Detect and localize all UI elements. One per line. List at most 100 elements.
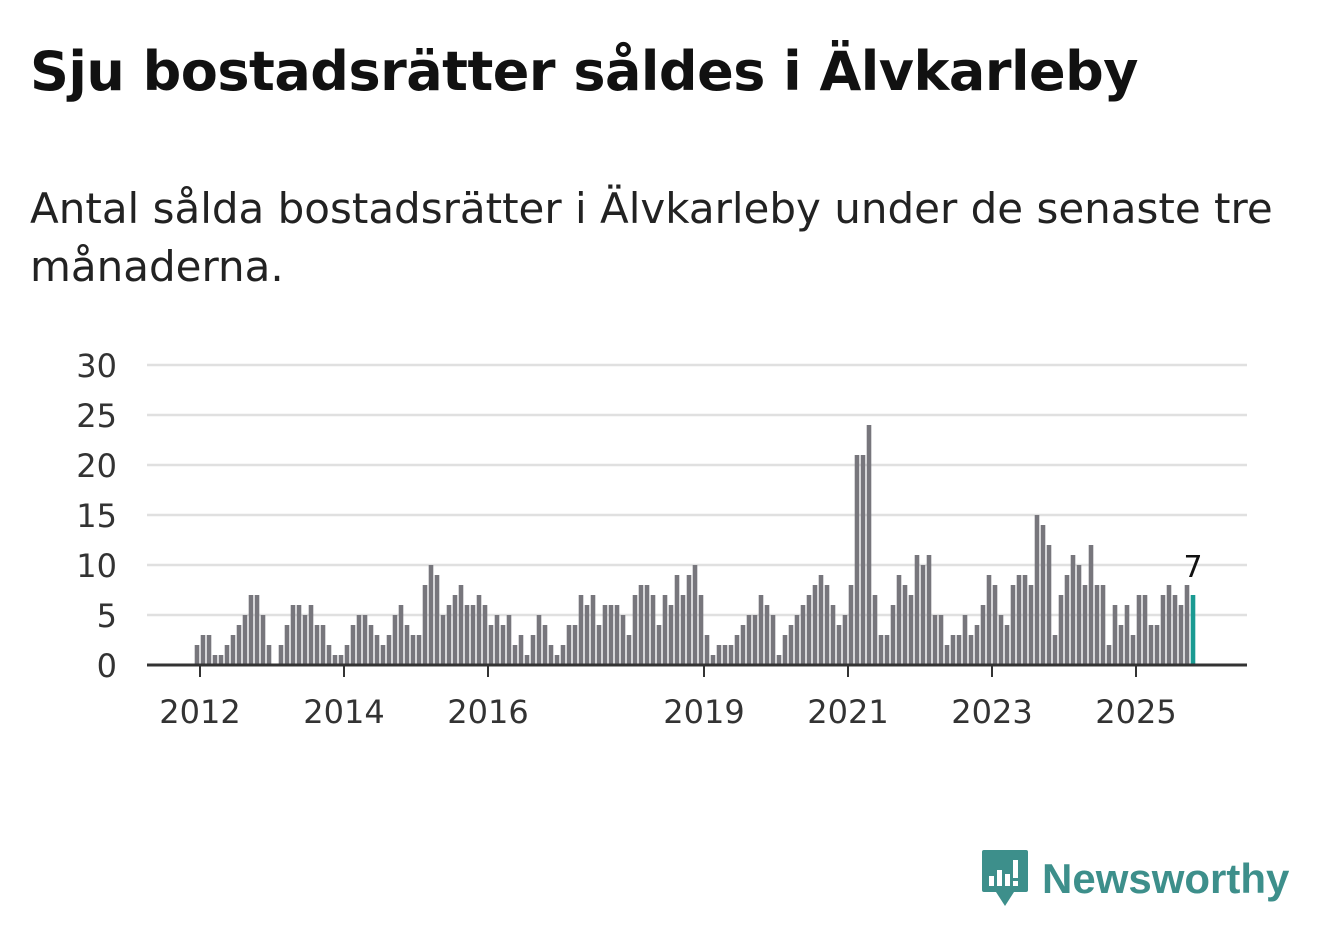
bar <box>212 655 218 665</box>
bar <box>854 455 860 665</box>
bar <box>674 575 680 665</box>
bar <box>1082 585 1088 665</box>
bar <box>944 645 950 665</box>
bar <box>608 605 614 665</box>
bar <box>794 615 800 665</box>
bar <box>488 625 494 665</box>
bar <box>950 635 956 665</box>
bar <box>806 595 812 665</box>
bar <box>998 615 1004 665</box>
bar <box>278 645 284 665</box>
bar <box>650 595 656 665</box>
bar <box>230 635 236 665</box>
bar <box>686 575 692 665</box>
bar <box>428 565 434 665</box>
bar <box>500 625 506 665</box>
bar <box>1112 605 1118 665</box>
bar <box>464 605 470 665</box>
bar <box>536 615 542 665</box>
bar <box>470 605 476 665</box>
bar <box>344 645 350 665</box>
y-tick-label: 20 <box>76 447 117 485</box>
bar <box>824 585 830 665</box>
bar <box>1130 635 1136 665</box>
bar <box>716 645 722 665</box>
bar <box>896 575 902 665</box>
bar <box>1064 575 1070 665</box>
bar <box>1040 525 1046 665</box>
bar <box>920 565 926 665</box>
bar <box>242 615 248 665</box>
bar <box>308 605 314 665</box>
bar <box>566 625 572 665</box>
bar <box>542 625 548 665</box>
bar <box>452 595 458 665</box>
chart-title: Sju bostadsrätter såldes i Älvkarleby <box>30 40 1138 103</box>
bar <box>752 615 758 665</box>
bar <box>974 625 980 665</box>
newsworthy-logo-icon <box>982 850 1028 906</box>
bar <box>386 635 392 665</box>
bar <box>302 615 308 665</box>
bar <box>872 595 878 665</box>
bar <box>494 615 500 665</box>
bar <box>980 605 986 665</box>
bar <box>1058 595 1064 665</box>
y-tick-label: 5 <box>97 597 117 635</box>
bar <box>416 635 422 665</box>
bar <box>800 605 806 665</box>
x-tick-label: 2016 <box>447 693 528 731</box>
bar <box>476 595 482 665</box>
bar <box>368 625 374 665</box>
bar <box>236 625 242 665</box>
bar <box>446 605 452 665</box>
brand-name: Newsworthy <box>1042 855 1290 902</box>
x-tick-label: 2019 <box>663 693 744 731</box>
bar <box>830 605 836 665</box>
bar <box>836 625 842 665</box>
bar <box>1142 595 1148 665</box>
bar <box>638 585 644 665</box>
bar <box>1178 605 1184 665</box>
bar <box>290 605 296 665</box>
x-tick-label: 2023 <box>951 693 1032 731</box>
bar <box>680 595 686 665</box>
bar <box>422 585 428 665</box>
bar <box>614 605 620 665</box>
bar <box>1034 515 1040 665</box>
bar <box>584 605 590 665</box>
bar <box>314 625 320 665</box>
bar <box>926 555 932 665</box>
bar <box>524 655 530 665</box>
bar <box>992 585 998 665</box>
y-tick-label: 0 <box>97 647 117 685</box>
bar <box>1088 545 1094 665</box>
bar <box>818 575 824 665</box>
bar <box>890 605 896 665</box>
bar <box>572 625 578 665</box>
bar <box>284 625 290 665</box>
x-tick-label: 2012 <box>159 693 240 731</box>
bar <box>1100 585 1106 665</box>
bar <box>1094 585 1100 665</box>
bar <box>398 605 404 665</box>
bar <box>626 635 632 665</box>
bar <box>326 645 332 665</box>
bar <box>1124 605 1130 665</box>
bar <box>1184 585 1190 665</box>
bar <box>632 595 638 665</box>
bar <box>770 615 776 665</box>
bar <box>938 615 944 665</box>
bar <box>1070 555 1076 665</box>
bar <box>548 645 554 665</box>
bar <box>1136 595 1142 665</box>
brand-logo: Newsworthy <box>980 848 1289 910</box>
highlight-bar <box>1190 595 1196 665</box>
bar <box>362 615 368 665</box>
bar <box>956 635 962 665</box>
bar <box>254 595 260 665</box>
bar <box>1004 625 1010 665</box>
bar <box>908 595 914 665</box>
bar <box>530 635 536 665</box>
bar <box>860 455 866 665</box>
